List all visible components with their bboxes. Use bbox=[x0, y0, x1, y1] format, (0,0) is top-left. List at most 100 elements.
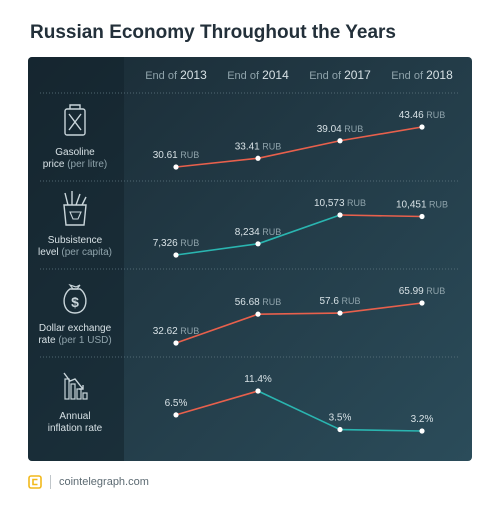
column-header-prefix: End of bbox=[309, 70, 344, 82]
data-label-value: 56.68 bbox=[235, 297, 260, 308]
column-header-year: 2017 bbox=[344, 68, 371, 82]
column-header-prefix: End of bbox=[145, 70, 180, 82]
data-label: 56.68 RUB bbox=[235, 297, 282, 308]
row-label-line1: Gasoline bbox=[55, 147, 95, 158]
data-label-value: 3.2% bbox=[411, 414, 434, 425]
page-title: Russian Economy Throughout the Years bbox=[30, 22, 396, 43]
data-label-unit: RUB bbox=[342, 124, 364, 134]
data-label: 11.4% bbox=[244, 374, 272, 385]
data-label-value: 39.04 bbox=[317, 124, 342, 135]
data-point bbox=[255, 241, 261, 247]
data-point bbox=[419, 428, 425, 434]
data-point bbox=[419, 213, 425, 220]
row-label-line2: price (per litre) bbox=[43, 159, 107, 170]
cointelegraph-logo-icon bbox=[28, 475, 42, 489]
series-segment bbox=[257, 390, 341, 431]
column-header: End of 2014 bbox=[227, 68, 289, 82]
series-segment bbox=[339, 302, 423, 314]
data-point bbox=[337, 212, 343, 218]
data-label-value: 30.61 bbox=[153, 150, 178, 161]
data-label-value: 11.4% bbox=[244, 374, 272, 385]
data-point bbox=[419, 300, 425, 306]
row-label-note: (per litre) bbox=[64, 159, 107, 170]
data-label: 43.46 RUB bbox=[399, 110, 446, 121]
data-point bbox=[337, 426, 343, 433]
data-label-unit: RUB bbox=[424, 286, 446, 296]
series-segment bbox=[257, 214, 341, 245]
chart-svg: End of 2013 End of 2014 End of 2017 End of … bbox=[28, 57, 460, 461]
data-label-unit: RUB bbox=[345, 198, 367, 208]
row-label-note: (per capita) bbox=[59, 247, 112, 258]
data-label-value: 7,326 bbox=[153, 238, 178, 249]
data-point bbox=[255, 311, 261, 317]
row-label-line1: Annual bbox=[59, 411, 90, 422]
column-headers: End of 2013 End of 2014 End of 2017 End of … bbox=[145, 68, 453, 82]
row-label-main-part: level bbox=[38, 247, 59, 258]
svg-text:$: $ bbox=[71, 294, 79, 310]
data-point bbox=[173, 412, 179, 418]
footer-divider bbox=[50, 475, 51, 489]
row-label-note: (per 1 USD) bbox=[56, 335, 112, 346]
footer: cointelegraph.com bbox=[28, 472, 149, 492]
data-label: 8,234 RUB bbox=[235, 227, 282, 238]
series-segment bbox=[175, 243, 259, 256]
data-label: 10,451 RUB bbox=[396, 200, 448, 211]
data-label-unit: RUB bbox=[339, 296, 361, 306]
data-label: 7,326 RUB bbox=[153, 238, 200, 249]
data-label: 33.41 RUB bbox=[235, 141, 282, 152]
data-label: 32.62 RUB bbox=[153, 326, 200, 337]
data-label-unit: RUB bbox=[260, 227, 282, 237]
data-label: 10,573 RUB bbox=[314, 198, 366, 209]
data-point bbox=[173, 252, 179, 258]
data-label-value: 33.41 bbox=[235, 141, 260, 152]
data-label-unit: RUB bbox=[178, 326, 200, 336]
series-segment bbox=[175, 313, 259, 344]
data-label-value: 43.46 bbox=[399, 110, 424, 121]
row-label-main-part: inflation rate bbox=[48, 423, 103, 434]
row-label-line2: rate (per 1 USD) bbox=[38, 335, 111, 346]
row-label-line1: Dollar exchange bbox=[39, 323, 112, 334]
data-label-value: 57.6 bbox=[320, 296, 340, 307]
row-label-main-part: rate bbox=[38, 335, 56, 346]
column-header: End of 2018 bbox=[391, 68, 453, 82]
data-label: 30.61 RUB bbox=[153, 150, 200, 161]
footer-site: cointelegraph.com bbox=[59, 476, 149, 488]
data-label-value: 6.5% bbox=[165, 398, 188, 409]
series-segment bbox=[339, 126, 423, 142]
data-label-unit: RUB bbox=[260, 297, 282, 307]
data-label: 6.5% bbox=[165, 398, 188, 409]
data-label-value: 32.62 bbox=[153, 326, 178, 337]
data-point bbox=[419, 124, 425, 130]
grocery-bag-icon bbox=[63, 191, 87, 226]
column-header-year: 2018 bbox=[426, 68, 453, 82]
data-label-unit: RUB bbox=[427, 200, 449, 210]
series-segment bbox=[339, 214, 423, 218]
column-header-prefix: End of bbox=[227, 70, 262, 82]
inflation-decline-chart-icon bbox=[63, 372, 88, 400]
data-label: 39.04 RUB bbox=[317, 124, 364, 135]
data-label: 3.5% bbox=[329, 413, 352, 424]
series-segment bbox=[339, 428, 423, 432]
chart-panel: End of 2013 End of 2014 End of 2017 End of … bbox=[28, 57, 472, 461]
data-label: 65.99 RUB bbox=[399, 286, 446, 297]
gasoline-canister-icon bbox=[64, 104, 86, 136]
dollar-money-bag-icon: $ bbox=[63, 283, 87, 314]
series-segment bbox=[175, 390, 259, 416]
column-header: End of 2017 bbox=[309, 68, 371, 82]
data-point bbox=[337, 138, 343, 144]
data-point bbox=[173, 340, 179, 346]
data-label-unit: RUB bbox=[178, 238, 200, 248]
column-header-year: 2014 bbox=[262, 68, 289, 82]
row-label-line2: level (per capita) bbox=[38, 247, 112, 258]
label-column bbox=[28, 57, 124, 461]
series-segment bbox=[257, 139, 341, 160]
data-label-value: 65.99 bbox=[399, 286, 424, 297]
data-label-unit: RUB bbox=[178, 150, 200, 160]
column-header-prefix: End of bbox=[391, 70, 426, 82]
series-segment bbox=[257, 312, 341, 315]
column-header: End of 2013 bbox=[145, 68, 207, 82]
